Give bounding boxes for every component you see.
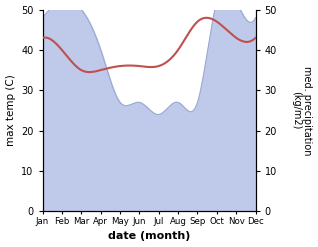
- Y-axis label: max temp (C): max temp (C): [5, 75, 16, 146]
- X-axis label: date (month): date (month): [108, 231, 190, 242]
- Y-axis label: med. precipitation
(kg/m2): med. precipitation (kg/m2): [291, 66, 313, 155]
